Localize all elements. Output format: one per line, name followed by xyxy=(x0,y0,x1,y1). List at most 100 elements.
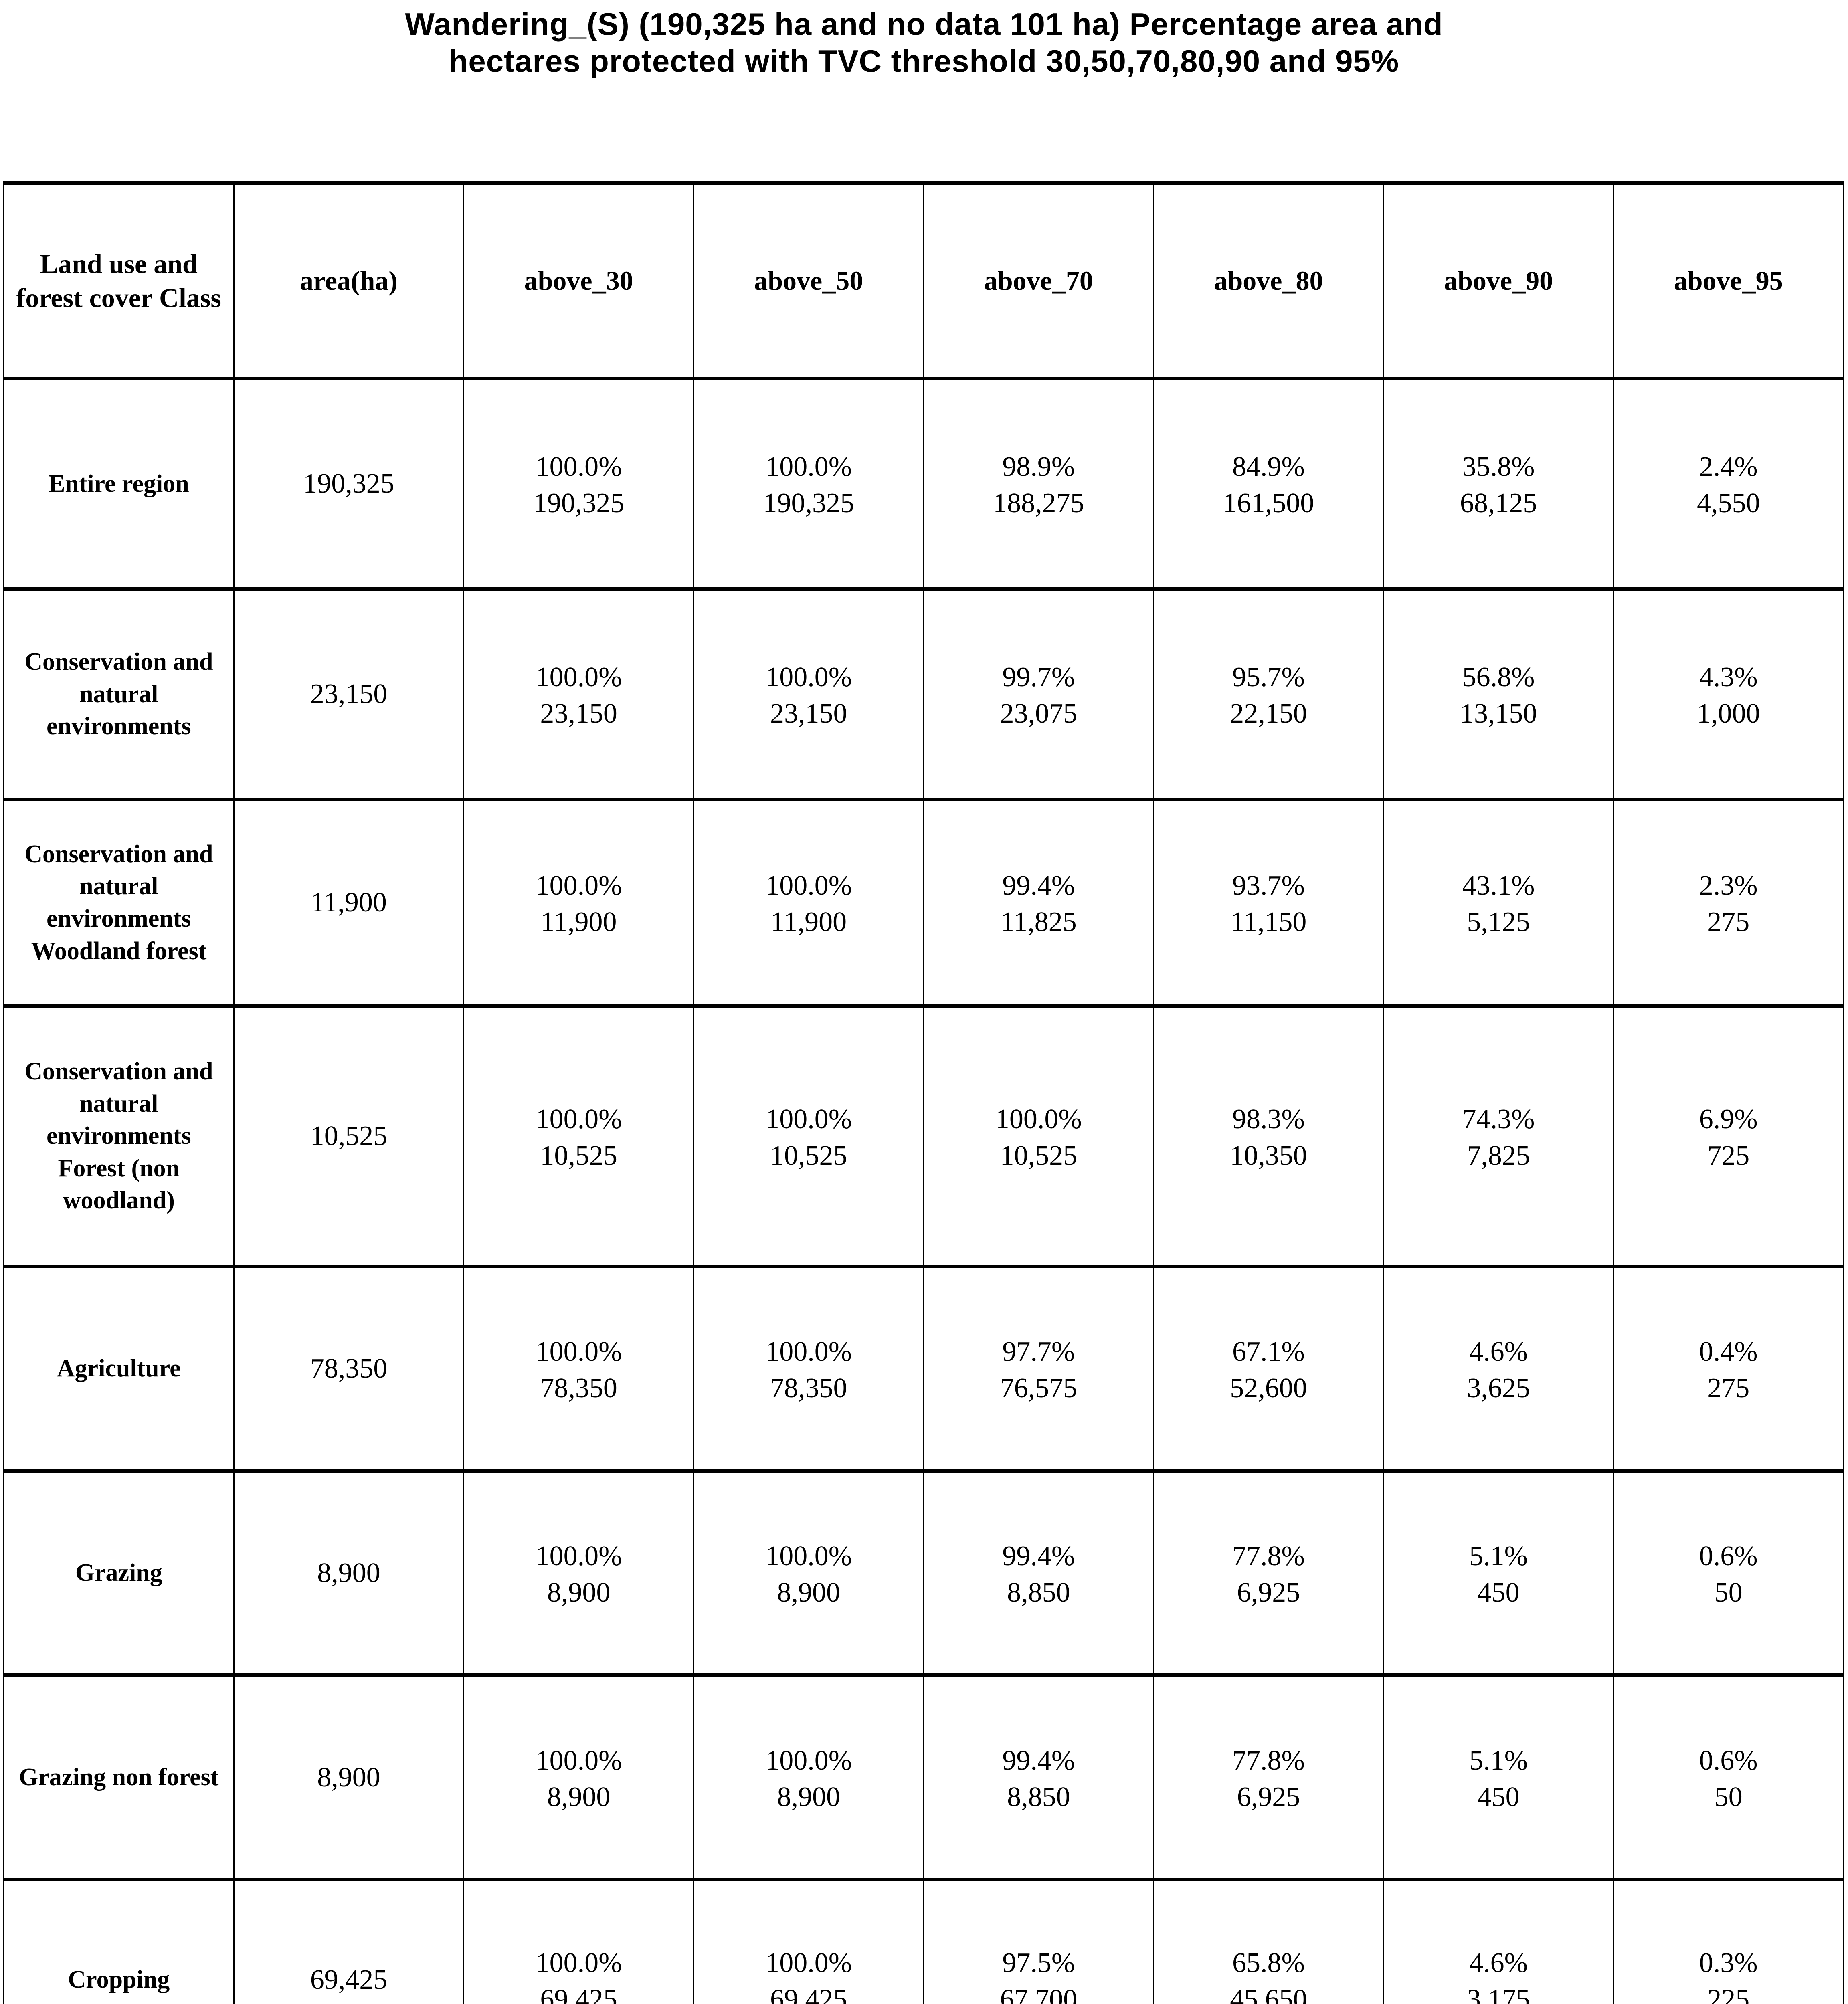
hectares-value: 7,825 xyxy=(1467,1140,1530,1171)
table-header-row: Land use and forest cover Class area(ha) a… xyxy=(3,181,1844,380)
percent-value: 99.4% xyxy=(1002,870,1075,901)
hectares-value: 10,525 xyxy=(1000,1140,1078,1171)
percent-value: 100.0% xyxy=(535,870,622,901)
hectares-value: 69,425 xyxy=(770,1984,847,2004)
column-header-4: above_70 xyxy=(923,181,1154,380)
percent-value: 97.7% xyxy=(1002,1336,1075,1367)
hectares-value: 450 xyxy=(1477,1781,1520,1812)
percent-value: 2.4% xyxy=(1699,451,1758,482)
table-row: Conservation and natural environments Fo… xyxy=(3,1004,1844,1268)
percent-value: 4.6% xyxy=(1469,1947,1528,1978)
threshold-cell: 74.3% 7,825 xyxy=(1383,1004,1614,1268)
table-container: Land use and forest cover Class area(ha) a… xyxy=(3,181,1844,2004)
hectares-value: 225 xyxy=(1707,1984,1750,2004)
percent-value: 100.0% xyxy=(765,1745,852,1776)
table-row: Grazing non forest 8,900 100.0% 8,900 100.0%… xyxy=(3,1673,1844,1881)
hectares-value: 4,550 xyxy=(1696,488,1760,519)
column-header-1: area(ha) xyxy=(233,181,465,380)
threshold-cell: 0.6% 50 xyxy=(1613,1673,1844,1881)
threshold-cell: 100.0% 8,900 xyxy=(463,1469,694,1677)
threshold-cell: 100.0% 69,425 xyxy=(463,1878,694,2004)
hectares-value: 8,900 xyxy=(777,1781,840,1812)
percent-value: 74.3% xyxy=(1462,1103,1535,1135)
threshold-cell: 100.0% 78,350 xyxy=(463,1265,694,1473)
threshold-cell: 95.7% 22,150 xyxy=(1153,587,1384,801)
percent-value: 4.3% xyxy=(1699,662,1758,693)
hectares-value: 11,900 xyxy=(770,907,847,937)
hectares-value: 3,175 xyxy=(1467,1984,1530,2004)
hectares-value: 8,850 xyxy=(1007,1781,1070,1812)
percent-value: 99.4% xyxy=(1002,1745,1075,1776)
percent-value: 2.3% xyxy=(1699,870,1758,901)
hectares-value: 11,150 xyxy=(1230,907,1307,937)
hectares-value: 50 xyxy=(1714,1781,1743,1812)
percent-value: 100.0% xyxy=(765,1336,852,1367)
threshold-cell: 5.1% 450 xyxy=(1383,1469,1614,1677)
land-use-class: Conservation and natural environments xyxy=(3,587,235,801)
percent-value: 100.0% xyxy=(535,451,622,482)
threshold-cell: 93.7% 11,150 xyxy=(1153,798,1384,1008)
threshold-cell: 100.0% 69,425 xyxy=(693,1878,924,2004)
threshold-cell: 77.8% 6,925 xyxy=(1153,1673,1384,1881)
table-row: Conservation and natural environments 23,… xyxy=(3,587,1844,801)
hectares-value: 8,900 xyxy=(547,1577,611,1608)
table-body: Entire region 190,325 100.0% 190,325 100.0% 1… xyxy=(3,377,1844,2004)
threshold-cell: 5.1% 450 xyxy=(1383,1673,1614,1881)
hectares-value: 52,600 xyxy=(1230,1372,1307,1404)
percent-value: 0.6% xyxy=(1699,1745,1758,1776)
hectares-value: 161,500 xyxy=(1223,488,1314,519)
hectares-value: 22,150 xyxy=(1230,698,1307,729)
threshold-cell: 100.0% 11,900 xyxy=(463,798,694,1008)
percent-value: 0.6% xyxy=(1699,1540,1758,1572)
threshold-cell: 84.9% 161,500 xyxy=(1153,377,1384,591)
hectares-value: 10,525 xyxy=(770,1140,847,1171)
hectares-value: 10,525 xyxy=(540,1140,617,1171)
percent-value: 100.0% xyxy=(765,870,852,901)
percent-value: 100.0% xyxy=(535,1540,622,1572)
table-row: Cropping 69,425 100.0% 69,425 100.0% 69,425 97… xyxy=(3,1878,1844,2004)
percent-value: 35.8% xyxy=(1462,451,1535,482)
land-use-class: Grazing non forest xyxy=(3,1673,235,1881)
percent-value: 95.7% xyxy=(1232,662,1305,693)
hectares-value: 725 xyxy=(1707,1140,1750,1171)
column-header-0: Land use and forest cover Class xyxy=(3,181,235,380)
page-title-line2: hectares protected with TVC threshold 30… xyxy=(449,43,1399,79)
percent-value: 67.1% xyxy=(1232,1336,1305,1367)
table-row: Grazing 8,900 100.0% 8,900 100.0% 8,900 99.4% 8… xyxy=(3,1469,1844,1677)
threshold-cell: 100.0% 8,900 xyxy=(693,1673,924,1881)
threshold-cell: 100.0% 190,325 xyxy=(463,377,694,591)
threshold-cell: 35.8% 68,125 xyxy=(1383,377,1614,591)
table-row: Entire region 190,325 100.0% 190,325 100.0% 1… xyxy=(3,377,1844,591)
hectares-value: 69,425 xyxy=(540,1984,617,2004)
area-ha-value: 190,325 xyxy=(233,377,465,591)
threshold-cell: 100.0% 11,900 xyxy=(693,798,924,1008)
threshold-cell: 98.9% 188,275 xyxy=(923,377,1154,591)
hectares-value: 23,150 xyxy=(770,698,847,729)
percent-value: 100.0% xyxy=(535,1336,622,1367)
hectares-value: 3,625 xyxy=(1467,1372,1530,1404)
land-use-class: Entire region xyxy=(3,377,235,591)
hectares-value: 50 xyxy=(1714,1577,1743,1608)
threshold-cell: 0.4% 275 xyxy=(1613,1265,1844,1473)
threshold-cell: 4.6% 3,175 xyxy=(1383,1878,1614,2004)
land-use-class: Conservation and natural environments Fo… xyxy=(3,1004,235,1268)
table-row: Conservation and natural environments Wo… xyxy=(3,798,1844,1008)
threshold-cell: 43.1% 5,125 xyxy=(1383,798,1614,1008)
threshold-cell: 100.0% 190,325 xyxy=(693,377,924,591)
threshold-cell: 4.3% 1,000 xyxy=(1613,587,1844,801)
column-header-7: above_95 xyxy=(1613,181,1844,380)
threshold-cell: 98.3% 10,350 xyxy=(1153,1004,1384,1268)
threshold-cell: 99.4% 11,825 xyxy=(923,798,1154,1008)
percent-value: 5.1% xyxy=(1469,1745,1528,1776)
threshold-cell: 99.4% 8,850 xyxy=(923,1673,1154,1881)
percent-value: 0.3% xyxy=(1699,1947,1758,1978)
hectares-value: 190,325 xyxy=(763,488,854,519)
threshold-cell: 97.7% 76,575 xyxy=(923,1265,1154,1473)
hectares-value: 188,275 xyxy=(993,488,1084,519)
land-use-class: Agriculture xyxy=(3,1265,235,1473)
hectares-value: 6,925 xyxy=(1237,1781,1300,1812)
hectares-value: 8,900 xyxy=(547,1781,611,1812)
threshold-cell: 99.4% 8,850 xyxy=(923,1469,1154,1677)
threshold-cell: 0.3% 225 xyxy=(1613,1878,1844,2004)
percent-value: 100.0% xyxy=(765,1103,852,1135)
